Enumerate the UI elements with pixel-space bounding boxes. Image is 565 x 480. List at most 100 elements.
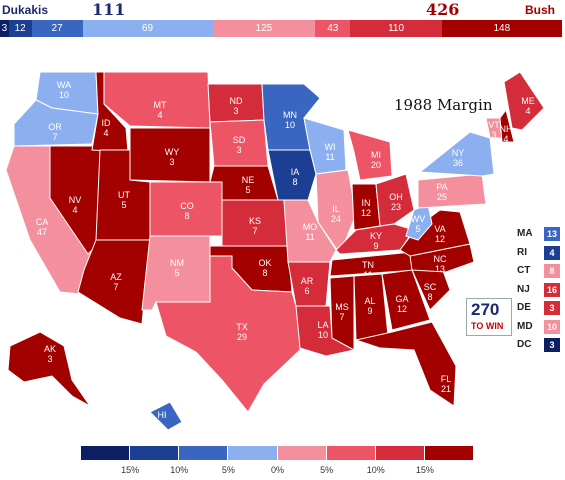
state-hi[interactable] xyxy=(149,401,183,431)
state-ev-ga: 12 xyxy=(397,304,407,314)
state-label-or: OR xyxy=(48,122,62,132)
ev-bar: 3 12 27 69 125 43 110 148 xyxy=(0,20,562,37)
state-ny[interactable] xyxy=(418,131,495,177)
state-ev-mn: 10 xyxy=(285,120,295,130)
legend-tick: 5% xyxy=(320,465,334,475)
state-ms[interactable] xyxy=(329,275,355,351)
ev-segment: 110 xyxy=(350,20,442,37)
state-ev-nh: 4 xyxy=(503,134,508,144)
small-state-row[interactable]: CT 8 xyxy=(517,263,561,279)
state-me[interactable] xyxy=(503,71,545,131)
legend-swatch xyxy=(81,446,131,460)
state-ev-mt: 4 xyxy=(157,110,162,120)
us-map: WA10OR7CA47NV4ID4MT4WY3UT5AZ7CO8NM5ND3SD… xyxy=(5,71,545,431)
state-ga[interactable] xyxy=(381,269,431,331)
state-pa[interactable] xyxy=(417,173,487,209)
state-ev-nm: 5 xyxy=(174,268,179,278)
small-state-row[interactable]: MD 10 xyxy=(517,319,561,335)
state-ev-fl: 21 xyxy=(441,384,451,394)
dem-ev-total: 111 xyxy=(92,0,126,19)
state-label-mi: MI xyxy=(371,150,381,160)
state-ev-ca: 47 xyxy=(37,227,47,237)
state-ev-vt: 3 xyxy=(491,130,496,140)
logo-subtext: TO WIN xyxy=(471,321,504,331)
state-ev-ok: 8 xyxy=(262,268,267,278)
small-state-ev-box: 16 xyxy=(544,282,560,297)
ev-segment: 3 xyxy=(0,20,9,37)
small-state-ev-box: 13 xyxy=(544,227,560,241)
state-label-nh: NH xyxy=(500,124,513,134)
state-label-fl: FL xyxy=(441,374,452,384)
legend-tick: 5% xyxy=(221,465,235,475)
small-state-label: DE xyxy=(517,302,531,313)
state-ev-mi: 20 xyxy=(371,160,381,170)
small-state-row[interactable]: MA 13 xyxy=(517,226,561,242)
state-il[interactable] xyxy=(315,169,357,256)
state-ev-ak: 3 xyxy=(47,354,52,364)
small-state-label: DC xyxy=(517,339,532,350)
legend-swatch xyxy=(130,446,180,460)
state-label-ga: GA xyxy=(395,294,408,304)
state-label-co: CO xyxy=(180,201,194,211)
state-ev-la: 10 xyxy=(318,330,328,340)
state-ev-sc: 8 xyxy=(427,292,432,302)
ev-segment: 69 xyxy=(82,20,213,37)
state-fl[interactable] xyxy=(354,321,457,407)
state-ev-ut: 5 xyxy=(121,200,126,210)
small-state-label: CT xyxy=(517,265,531,276)
state-label-al: AL xyxy=(364,296,375,306)
legend-tick: 0% xyxy=(270,465,285,475)
state-ev-pa: 25 xyxy=(437,192,447,202)
state-ev-ky: 9 xyxy=(373,241,378,251)
state-ev-va: 12 xyxy=(435,234,445,244)
state-ev-id: 4 xyxy=(103,128,108,138)
legend-swatch xyxy=(326,446,376,460)
small-state-row[interactable]: RI 4 xyxy=(517,245,561,261)
ev-header: Dukakis 111 426 Bush 3 12 27 69 125 43 110 148 xyxy=(0,0,565,40)
small-state-row[interactable]: NJ 16 xyxy=(517,282,561,298)
state-mt[interactable] xyxy=(103,71,211,129)
state-label-hi: HI xyxy=(158,410,167,420)
state-ev-il: 24 xyxy=(331,214,341,224)
state-label-wy: WY xyxy=(165,147,180,157)
legend-tick: 10% xyxy=(366,465,385,475)
state-label-ca: CA xyxy=(36,217,49,227)
state-label-sd: SD xyxy=(233,135,246,145)
state-ak[interactable] xyxy=(7,331,91,407)
state-label-ok: OK xyxy=(258,258,271,268)
state-label-vt: VT xyxy=(488,120,500,130)
state-ia[interactable] xyxy=(267,149,317,201)
state-label-oh: OH xyxy=(389,192,403,202)
270-to-win-logo[interactable]: 270 TO WIN xyxy=(466,298,512,336)
state-ev-wi: 11 xyxy=(325,152,334,162)
state-label-ks: KS xyxy=(249,216,261,226)
legend-swatch xyxy=(179,446,229,460)
state-ev-ms: 7 xyxy=(339,312,344,322)
state-ev-tx: 29 xyxy=(237,332,247,342)
map-title: 1988 Margin xyxy=(394,96,493,114)
state-label-me: ME xyxy=(521,96,535,106)
state-label-ne: NE xyxy=(242,175,255,185)
small-state-row[interactable]: DE 3 xyxy=(517,300,561,316)
state-mi[interactable] xyxy=(347,129,393,181)
state-ev-or: 7 xyxy=(52,132,57,142)
state-ev-in: 12 xyxy=(361,208,371,218)
state-label-ak: AK xyxy=(44,344,56,354)
state-label-wi: WI xyxy=(325,142,336,152)
small-state-row[interactable]: DC 3 xyxy=(517,337,561,353)
state-nh[interactable] xyxy=(499,108,515,143)
state-oh[interactable] xyxy=(375,173,415,227)
state-label-wv: WV xyxy=(411,214,426,224)
state-label-az: AZ xyxy=(110,272,122,282)
state-ev-ia: 8 xyxy=(292,177,297,187)
logo-number: 270 xyxy=(471,300,500,319)
state-label-ny: NY xyxy=(452,148,465,158)
state-mo[interactable] xyxy=(278,199,337,263)
state-tx[interactable] xyxy=(155,255,301,413)
state-ev-wy: 3 xyxy=(169,157,174,167)
state-label-mt: MT xyxy=(154,100,167,110)
state-label-id: ID xyxy=(102,118,112,128)
state-or[interactable] xyxy=(13,99,99,147)
ev-segment: 12 xyxy=(8,20,32,37)
state-ev-me: 4 xyxy=(525,106,530,116)
